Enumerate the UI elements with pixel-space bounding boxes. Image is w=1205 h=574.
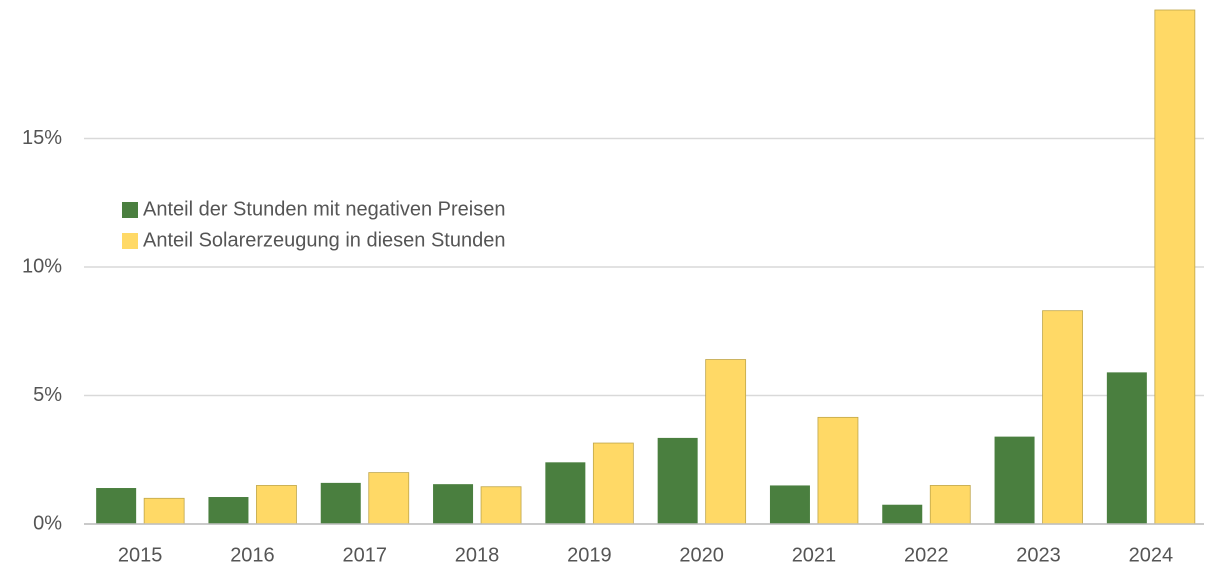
bar bbox=[208, 497, 249, 524]
bar bbox=[769, 485, 810, 524]
y-tick-label: 10% bbox=[22, 255, 62, 277]
x-tick-label: 2024 bbox=[1129, 544, 1174, 566]
bar bbox=[657, 437, 698, 524]
y-tick-label: 15% bbox=[22, 127, 62, 149]
bar bbox=[433, 484, 474, 524]
bar bbox=[994, 436, 1035, 524]
bar bbox=[1042, 310, 1083, 525]
bar bbox=[256, 485, 297, 525]
y-tick-label: 5% bbox=[33, 384, 62, 406]
bar bbox=[817, 416, 859, 525]
bar bbox=[882, 504, 923, 524]
legend-swatch bbox=[122, 233, 138, 249]
bar bbox=[96, 488, 137, 524]
x-tick-label: 2016 bbox=[230, 544, 275, 566]
y-tick-label: 0% bbox=[33, 512, 62, 534]
x-tick-label: 2019 bbox=[567, 544, 612, 566]
x-tick-label: 2022 bbox=[904, 544, 949, 566]
x-tick-label: 2018 bbox=[455, 544, 500, 566]
bar bbox=[705, 359, 747, 525]
x-tick-label: 2020 bbox=[679, 544, 724, 566]
x-tick-label: 2015 bbox=[118, 544, 163, 566]
legend-label: Anteil der Stunden mit negativen Preisen bbox=[143, 198, 505, 220]
legend-label: Anteil Solarerzeugung in diesen Stunden bbox=[143, 229, 505, 251]
x-tick-label: 2021 bbox=[792, 544, 837, 566]
bar bbox=[1106, 372, 1147, 524]
bar bbox=[592, 442, 634, 525]
x-tick-label: 2023 bbox=[1016, 544, 1061, 566]
bar bbox=[929, 485, 971, 525]
x-tick-label: 2017 bbox=[343, 544, 388, 566]
bar bbox=[1154, 9, 1196, 525]
bar bbox=[320, 482, 361, 524]
bar bbox=[368, 472, 410, 525]
bar bbox=[143, 497, 185, 525]
bar bbox=[480, 486, 522, 525]
legend-swatch bbox=[122, 202, 138, 218]
bar bbox=[545, 462, 586, 524]
